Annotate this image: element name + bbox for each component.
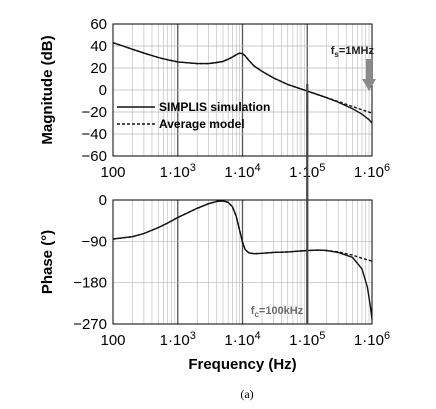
y-tick-label: −90	[82, 233, 107, 250]
y-axis-label: Phase (°)	[39, 230, 56, 294]
figure-caption: (a)	[240, 387, 253, 401]
x-tick-label: 100	[100, 164, 125, 181]
y-tick-label: −270	[73, 316, 107, 333]
y-tick-label: 60	[90, 16, 107, 33]
y-tick-label: −20	[82, 104, 107, 121]
fc-annotation: fc=100kHz	[251, 305, 304, 319]
average-model-curve	[112, 200, 373, 262]
plot-frame	[112, 23, 373, 157]
y-tick-label: −180	[73, 275, 107, 292]
y-tick-label: −60	[82, 148, 107, 165]
x-tick-label: 1·104	[224, 162, 260, 181]
fs-arrow-head	[362, 79, 376, 91]
y-tick-label: 0	[99, 82, 107, 99]
x-tick-label: 1·106	[354, 162, 390, 181]
x-tick-label: 1·105	[289, 330, 325, 349]
plot-frame	[112, 199, 373, 325]
fs-arrow-shaft	[366, 59, 372, 80]
x-tick-label: 100	[100, 332, 125, 349]
x-tick-label: 1·106	[354, 330, 390, 349]
fs-annotation: fs=1MHz	[331, 45, 375, 59]
x-tick-label: 1·103	[160, 162, 196, 181]
x-tick-label: 1·104	[224, 330, 260, 349]
y-tick-label: 0	[99, 192, 107, 209]
y-tick-label: −40	[82, 126, 107, 143]
legend-label: SIMPLIS simulation	[159, 100, 270, 114]
y-tick-label: 40	[90, 38, 107, 55]
average-model-curve	[112, 42, 373, 114]
y-tick-label: 20	[90, 60, 107, 77]
x-axis-label: Frequency (Hz)	[188, 356, 296, 373]
legend: SIMPLIS simulation Average model	[117, 100, 270, 131]
legend-label: Average model	[159, 117, 245, 131]
y-axis-label: Magnitude (dB)	[39, 35, 56, 144]
x-tick-label: 1·103	[160, 330, 196, 349]
